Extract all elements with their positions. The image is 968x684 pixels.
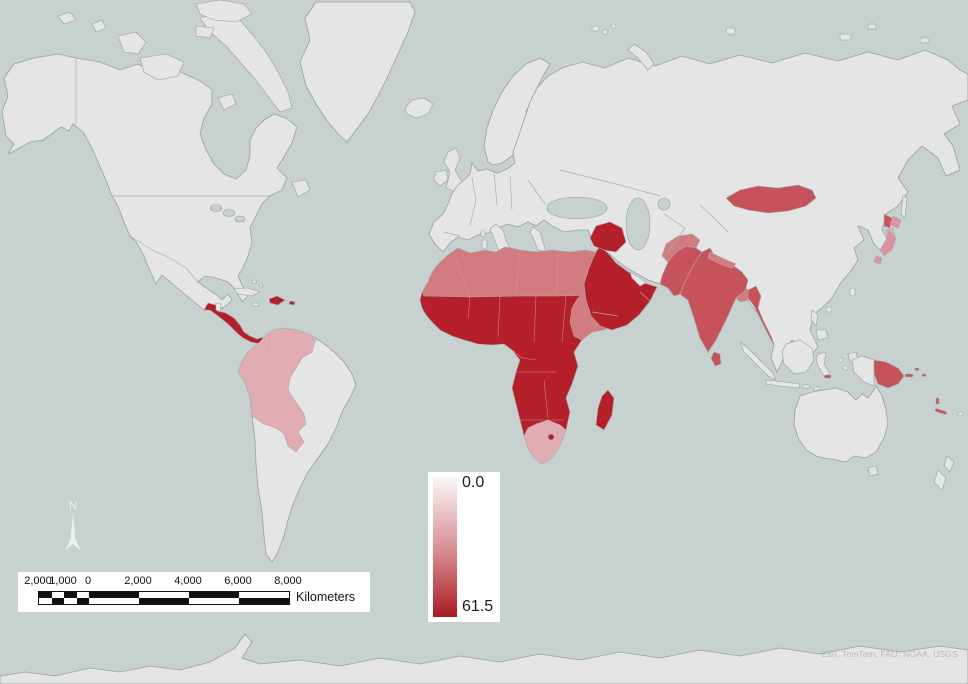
caspian-sea <box>625 197 651 251</box>
solomon-islands-red <box>914 367 920 371</box>
aral-sea <box>657 197 671 211</box>
new-caledonia-red <box>934 408 947 415</box>
map-attribution: Esri, TomTom, FAO, NOAA, USGS <box>821 649 958 659</box>
vanuatu-red <box>935 397 940 405</box>
southeast-asia-islands <box>739 287 875 391</box>
myanmar-medium-red <box>747 285 775 347</box>
scale-tick-label: 6,000 <box>224 575 252 587</box>
scale-tick-label: 0 <box>84 575 92 587</box>
great-lakes <box>209 204 223 212</box>
scale-bar-segments <box>38 591 290 605</box>
hispaniola-dark-red <box>268 295 286 306</box>
scale-unit-label: Kilometers <box>296 590 356 604</box>
lesotho-dark <box>547 433 555 441</box>
black-sea <box>546 196 608 220</box>
andean-south-america-pink <box>237 327 317 453</box>
iraq-syria-dark-red <box>589 221 627 253</box>
timor-leste-red <box>823 374 832 379</box>
scale-bar: 2,000 1,000 0 2,000 4,000 6,000 8,000 Ki… <box>18 572 370 612</box>
scale-tick-label: 4,000 <box>174 575 202 587</box>
sri-lanka-medium-red <box>710 351 722 367</box>
legend-min-label: 61.5 <box>462 598 494 615</box>
north-arrow-icon <box>65 513 81 551</box>
australia-group <box>793 385 964 491</box>
india-medium-red <box>679 247 749 353</box>
caribbean-gray <box>233 279 264 307</box>
colored-region-borders <box>248 250 567 421</box>
south-africa-pink <box>523 419 567 465</box>
uae-gray <box>629 271 647 287</box>
british-isles <box>433 147 463 193</box>
arabia-dark-red <box>583 246 658 331</box>
choropleth-regions <box>203 184 947 465</box>
north-label: N <box>69 500 77 512</box>
north-africa-salmon <box>421 246 597 298</box>
new-britain-red <box>904 373 914 378</box>
russian-arctic-islands <box>591 23 930 219</box>
mongolia-medium-red <box>725 184 817 214</box>
legend: 0.0 61.5 <box>428 472 500 622</box>
puerto-rico-dark-red <box>288 300 296 306</box>
legend-gradient <box>433 477 457 617</box>
japan-pink <box>873 215 902 265</box>
central-america-dark-red <box>203 302 264 345</box>
north-arrow: N <box>56 500 90 560</box>
madagascar-dark <box>595 389 615 431</box>
scale-tick-label: 1,000 <box>49 575 77 587</box>
scale-tick-label: 8,000 <box>274 575 302 587</box>
australia <box>793 385 889 463</box>
country-borders <box>75 58 729 317</box>
antarctica <box>0 633 968 684</box>
scale-tick-label: 2,000 <box>24 575 52 587</box>
papua-new-guinea-medium-red <box>873 359 905 389</box>
scandinavia <box>483 57 551 166</box>
inland-seas <box>209 196 671 251</box>
nepal-salmon <box>707 251 737 269</box>
greenland <box>299 1 416 143</box>
iceland <box>404 97 434 119</box>
belize-white <box>215 302 222 312</box>
scale-tick-label: 2,000 <box>124 575 152 587</box>
legend-max-label: 0.0 <box>462 474 485 491</box>
arctic-islands <box>57 0 311 198</box>
